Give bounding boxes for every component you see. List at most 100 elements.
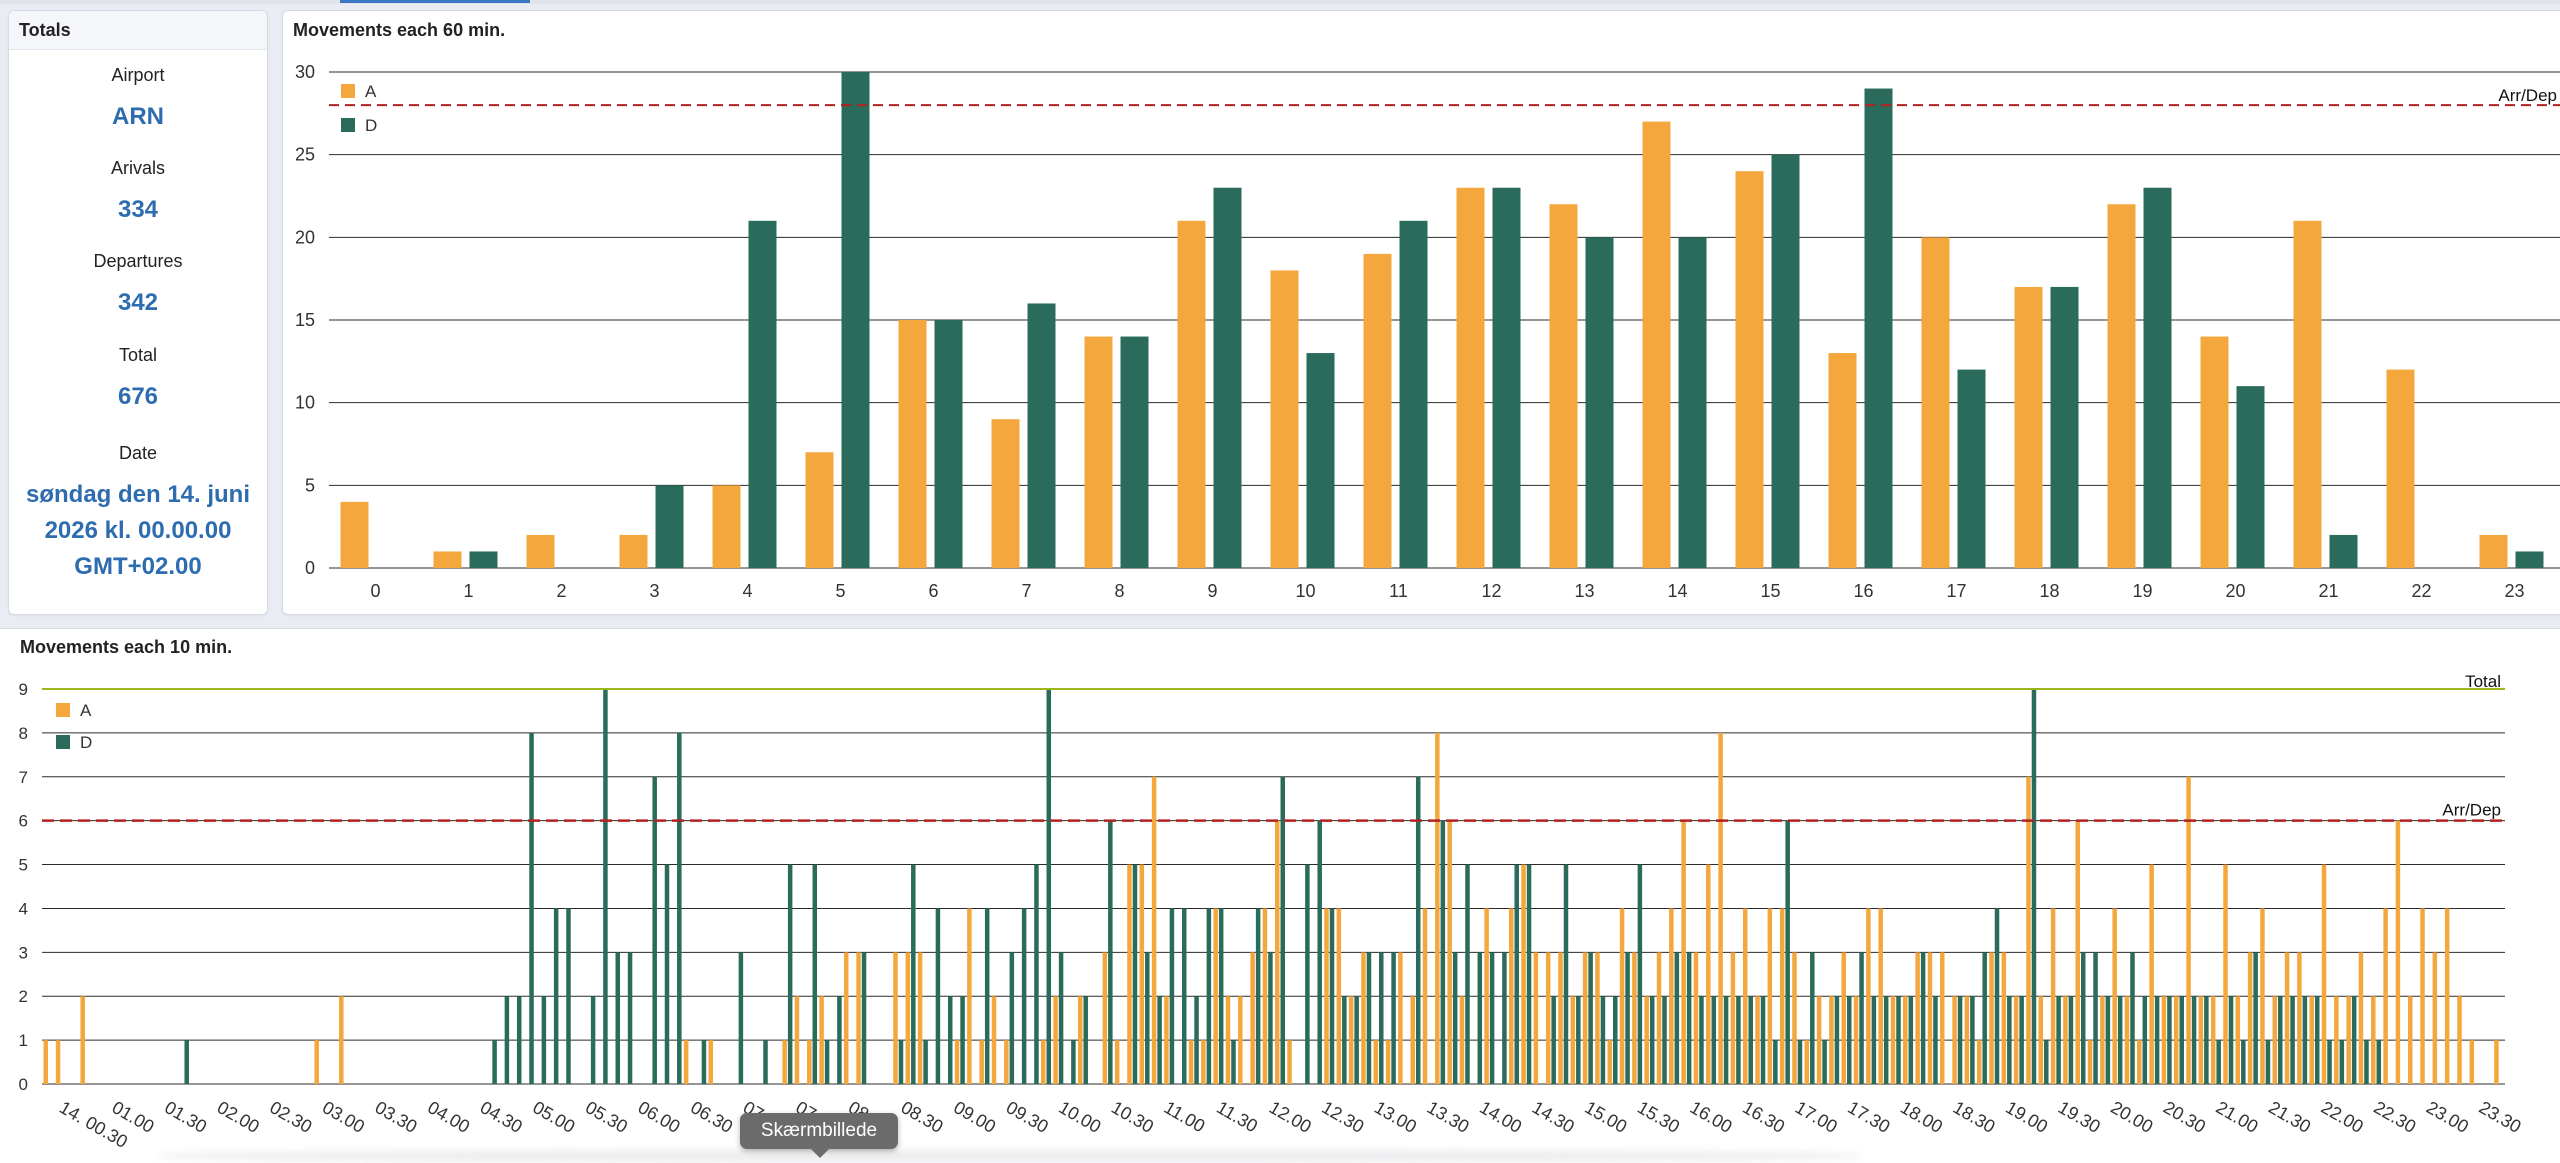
departures-bar — [2019, 996, 2024, 1084]
departures-bar — [1440, 820, 1446, 1084]
arrivals-bar — [1632, 952, 1637, 1084]
x-tick-label: 05.00 — [529, 1097, 578, 1137]
x-tick-label: 22.30 — [2370, 1097, 2419, 1137]
x-tick-label: 6 — [928, 581, 938, 601]
departures-bar — [2290, 996, 2295, 1084]
arrivals-bar — [1151, 776, 1157, 1084]
arrivals-bar — [2479, 534, 2508, 568]
arrivals-bar — [2137, 1040, 2142, 1084]
airport-value: ARN — [112, 103, 164, 130]
departures-bar — [627, 952, 633, 1084]
arrivals-bar — [1435, 732, 1440, 1084]
departures-bar — [748, 220, 777, 569]
arrivals-bar — [1324, 908, 1329, 1084]
arrivals-bar — [843, 952, 849, 1084]
departures-bar — [1071, 1040, 1076, 1084]
arrivals-bar — [2149, 864, 2154, 1084]
departures-bar — [947, 996, 953, 1084]
arrivals-bar — [1084, 336, 1113, 568]
x-tick-label: 8 — [1114, 581, 1124, 601]
arr-dep-label: Arr/Dep — [2442, 801, 2501, 820]
arrivals-bar — [2293, 220, 2322, 569]
x-tick-label: 10.00 — [1055, 1097, 1104, 1137]
departures-bar — [2314, 996, 2320, 1084]
departures-bar — [1399, 220, 1428, 569]
x-tick-label: 22 — [2411, 581, 2431, 601]
arrivals-bar — [43, 1040, 48, 1084]
departures-bar — [603, 689, 608, 1084]
x-tick-label: 12.00 — [1266, 1097, 1315, 1137]
arrivals-bar — [1188, 1040, 1194, 1084]
departures-bar — [1699, 996, 1704, 1084]
arrivals-bar — [1853, 996, 1859, 1084]
departures-bar — [469, 551, 498, 568]
active-tab-indicator[interactable] — [340, 0, 530, 3]
y-tick-label: 7 — [19, 768, 28, 787]
arrivals-bar — [819, 996, 824, 1084]
y-tick-label: 15 — [295, 310, 315, 330]
arrivals-bar — [2321, 864, 2327, 1084]
departures-bar — [1108, 820, 1113, 1084]
arrivals-bar — [1570, 996, 1576, 1084]
arrivals-bar — [893, 952, 898, 1084]
departures-bar — [1465, 864, 1470, 1084]
arrivals-bar — [1398, 952, 1403, 1084]
arrivals-bar — [55, 1040, 61, 1084]
legend-swatch-a — [341, 84, 355, 98]
departures-bar — [1678, 237, 1707, 569]
arrivals-bar — [1890, 996, 1896, 1084]
departures-bar — [2216, 1040, 2221, 1084]
y-tick-label: 3 — [19, 943, 28, 962]
departures-bar — [664, 864, 670, 1084]
departures-bar — [553, 908, 559, 1084]
departures-bar — [2050, 286, 2079, 568]
x-tick-label: 11.30 — [1213, 1097, 1261, 1136]
x-tick-label: 7 — [1021, 581, 1031, 601]
x-tick-label: 5 — [835, 581, 845, 601]
departures-bar — [1452, 952, 1458, 1084]
departures-bar — [1157, 996, 1162, 1084]
x-tick-label: 17.30 — [1844, 1097, 1893, 1137]
departures-bar — [923, 1040, 928, 1084]
x-tick-label: 15.00 — [1581, 1097, 1630, 1137]
arrivals-bar — [1767, 908, 1773, 1084]
departures-bar — [1305, 864, 1310, 1084]
departures-bar — [738, 952, 744, 1084]
arrivals-bar — [2198, 996, 2204, 1084]
x-tick-label: 20.00 — [2107, 1097, 2156, 1137]
x-tick-label: 15 — [1760, 581, 1780, 601]
departures-bar — [492, 1040, 497, 1084]
x-tick-label: 11 — [1389, 581, 1408, 601]
arrivals-bar — [1287, 1040, 1292, 1084]
departures-bar — [2339, 1040, 2345, 1084]
date-label: Date — [118, 443, 158, 463]
y-tick-label: 25 — [295, 145, 315, 165]
x-tick-label: 12.30 — [1318, 1097, 1367, 1137]
arrivals-bar — [1706, 864, 1711, 1084]
departures-bar — [2130, 952, 2135, 1084]
departures-bar — [1046, 689, 1052, 1084]
date-line-1: søndag den 14. juni — [25, 481, 251, 508]
departures-bar — [2376, 1040, 2382, 1084]
y-tick-label: 9 — [19, 680, 28, 699]
departures-bar — [1711, 996, 1717, 1084]
departures-bar — [898, 1040, 904, 1084]
arrivals-bar — [2334, 996, 2339, 1084]
totals-panel: Totals Airport ARN Arivals 334 Departure… — [8, 10, 268, 615]
arrivals-bar — [1139, 864, 1145, 1084]
departures-bar — [2080, 952, 2086, 1084]
departures-bar — [1896, 996, 1901, 1084]
departures-bar — [1329, 908, 1335, 1084]
arrivals-bar — [1964, 996, 1970, 1084]
departures-bar — [2265, 1040, 2271, 1084]
arrivals-bar — [1549, 204, 1578, 568]
x-tick-label: 14.30 — [1529, 1097, 1578, 1137]
departures-bar — [2142, 996, 2148, 1084]
arrivals-bar — [1735, 171, 1764, 568]
ten-min-chart-title: Movements each 10 min. — [20, 637, 233, 657]
x-tick-label: 17 — [1946, 581, 1966, 601]
y-tick-label: 10 — [295, 393, 315, 413]
x-tick-label: 04.00 — [424, 1097, 473, 1137]
departures-bar — [2105, 996, 2111, 1084]
